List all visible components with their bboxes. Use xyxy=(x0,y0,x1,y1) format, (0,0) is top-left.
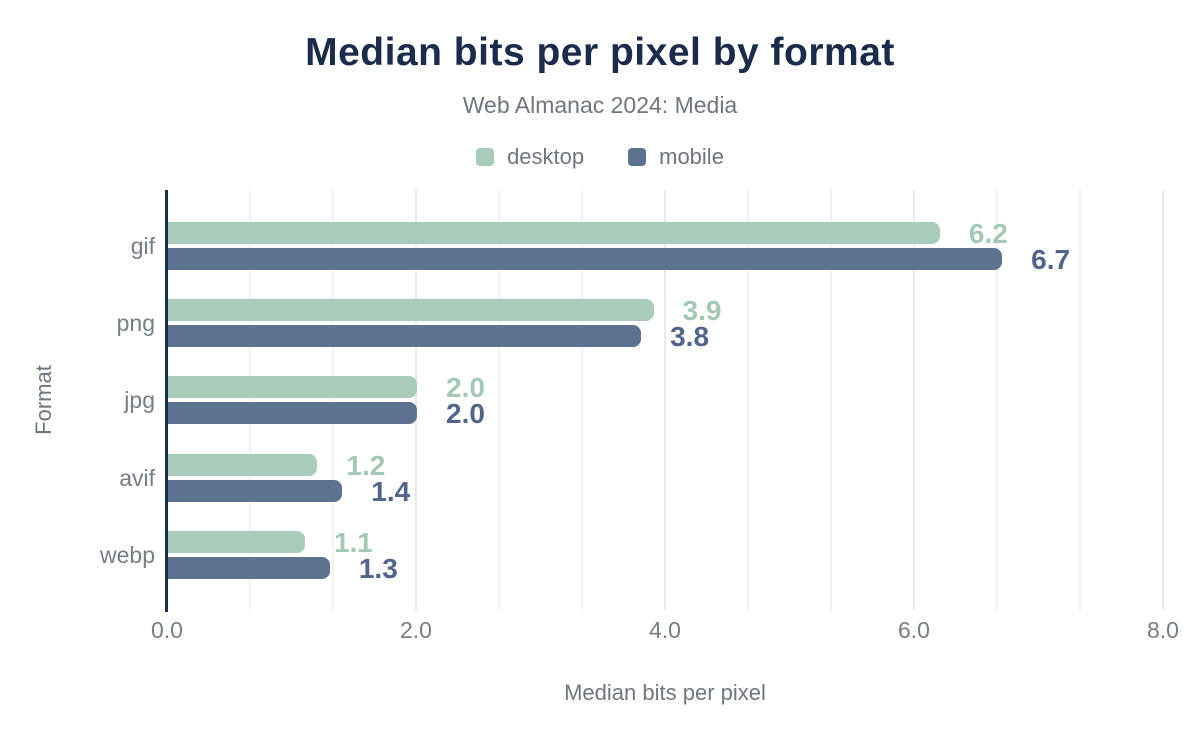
value-label-avif-mobile: 1.4 xyxy=(371,475,411,507)
legend-swatch-desktop xyxy=(476,148,495,166)
bar-png-mobile xyxy=(168,324,642,347)
chart-title: Median bits per pixel by format xyxy=(305,31,895,74)
value-label-gif-desktop: 6.2 xyxy=(968,217,1008,249)
gridline-minor xyxy=(581,190,583,610)
bar-avif-mobile xyxy=(168,479,343,502)
value-label-avif-desktop: 1.2 xyxy=(346,449,386,481)
y-axis-line xyxy=(165,190,168,612)
chart-subtitle: Web Almanac 2024: Media xyxy=(462,92,738,118)
category-label-png: png xyxy=(116,309,155,336)
gridline-minor xyxy=(996,190,998,610)
x-tick-label-6.0: 6.0 xyxy=(898,617,930,643)
gridline-minor xyxy=(498,190,500,610)
gridline-minor xyxy=(249,190,251,610)
legend-label-desktop: desktop xyxy=(507,144,585,169)
legend-item-mobile: mobile xyxy=(628,144,724,170)
bar-webp-desktop xyxy=(168,531,305,554)
bar-gif-mobile xyxy=(168,247,1003,270)
gridline-major xyxy=(913,190,915,610)
bar-png-desktop xyxy=(168,298,654,321)
value-label-webp-mobile: 1.3 xyxy=(358,553,398,585)
bar-jpg-desktop xyxy=(168,376,417,399)
bar-webp-mobile xyxy=(168,557,330,580)
gridline-minor xyxy=(747,190,749,610)
bar-jpg-mobile xyxy=(168,402,417,425)
category-label-avif: avif xyxy=(119,464,155,491)
value-label-webp-desktop: 1.1 xyxy=(333,527,373,559)
legend-label-mobile: mobile xyxy=(659,144,724,169)
legend-swatch-mobile xyxy=(628,148,647,166)
value-label-jpg-mobile: 2.0 xyxy=(446,398,485,430)
gridline-minor xyxy=(830,190,832,610)
x-tick-label-4.0: 4.0 xyxy=(649,617,681,643)
value-label-gif-mobile: 6.7 xyxy=(1031,243,1071,275)
legend: desktop mobile xyxy=(0,144,1200,170)
value-label-png-mobile: 3.8 xyxy=(670,320,710,352)
gridline-minor xyxy=(332,190,334,610)
x-tick-label-8.0: 8.0 xyxy=(1147,617,1179,643)
value-label-jpg-desktop: 2.0 xyxy=(446,372,485,404)
x-axis-title: Median bits per pixel xyxy=(564,680,766,705)
gridline-major xyxy=(415,190,417,610)
category-label-gif: gif xyxy=(130,232,155,259)
x-tick-label-0.0: 0.0 xyxy=(151,617,183,643)
bar-avif-desktop xyxy=(168,453,318,476)
y-axis-title: Format xyxy=(31,365,56,435)
gridline-minor xyxy=(1079,190,1081,610)
gridline-major xyxy=(1162,190,1164,610)
category-label-webp: webp xyxy=(100,542,155,569)
x-tick-label-2.0: 2.0 xyxy=(400,617,432,643)
value-label-png-desktop: 3.9 xyxy=(682,294,722,326)
gridline-major xyxy=(664,190,666,610)
category-label-jpg: jpg xyxy=(124,387,155,414)
bar-gif-desktop xyxy=(168,221,940,244)
legend-item-desktop: desktop xyxy=(476,144,584,170)
